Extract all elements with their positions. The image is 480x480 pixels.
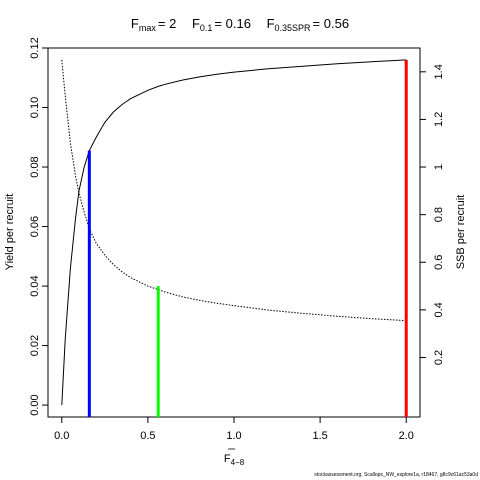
- y-left-tick-label: 0.10: [29, 97, 41, 118]
- x-axis-title-sub: 4−8: [231, 458, 245, 467]
- y-left-tick-label: 0.04: [29, 275, 41, 296]
- y-right-tick-label: 0.2: [433, 350, 445, 365]
- x-tick-label: 0.5: [140, 430, 155, 442]
- y-axis-left: 0.00 0.02 0.04 0.06 0.08 0.10 0.12: [29, 37, 48, 416]
- f01-label: F: [192, 16, 200, 31]
- y-right-tick-label: 1: [433, 164, 445, 170]
- plot-frame: [48, 48, 420, 417]
- fspr-sub: 0.35SPR: [275, 23, 312, 33]
- y-left-tick-label: 0.08: [29, 156, 41, 177]
- x-axis: 0.0 0.5 1.0 1.5 2.0: [54, 417, 414, 442]
- x-tick-label: 1.0: [226, 430, 241, 442]
- f01-sub: 0.1: [200, 23, 213, 33]
- reference-lines: [89, 60, 406, 417]
- y-right-tick-label: 0.4: [433, 302, 445, 317]
- y-right-tick-label: 0.6: [433, 255, 445, 270]
- ssb-per-recruit-line: [62, 60, 406, 321]
- series-layer: [62, 60, 406, 405]
- yield-per-recruit-line: [62, 60, 406, 405]
- x-tick-label: 2.0: [399, 430, 414, 442]
- y-axis-right: 0.2 0.4 0.6 0.8 1 1.2 1.4: [420, 64, 445, 365]
- chart-title: Fmax = 2 F0.1 = 0.16 F0.35SPR = 0.56: [131, 16, 349, 33]
- fspr-label: F: [267, 16, 275, 31]
- f01-value: = 0.16: [214, 16, 251, 31]
- x-tick-label: 1.5: [312, 430, 327, 442]
- fmax-label: F: [131, 16, 139, 31]
- y-right-tick-label: 1.2: [433, 112, 445, 127]
- fmax-sub: max: [139, 23, 157, 33]
- y-left-tick-label: 0.06: [29, 216, 41, 237]
- y-right-tick-label: 0.8: [433, 207, 445, 222]
- fmax-value: = 2: [158, 16, 176, 31]
- y-axis-right-title: SSB per recruit: [455, 195, 467, 270]
- x-axis-title: F4−8: [224, 453, 245, 467]
- y-left-tick-label: 0.02: [29, 335, 41, 356]
- x-tick-label: 0.0: [54, 430, 69, 442]
- y-left-tick-label: 0.00: [29, 394, 41, 415]
- y-axis-left-title: Yield per recruit: [4, 194, 16, 271]
- credit-text: stockassessment.org, Scallops_NW_explore…: [314, 472, 478, 478]
- y-left-tick-label: 0.12: [29, 37, 41, 58]
- fspr-value: = 0.56: [313, 16, 350, 31]
- y-right-tick-label: 1.4: [433, 64, 445, 79]
